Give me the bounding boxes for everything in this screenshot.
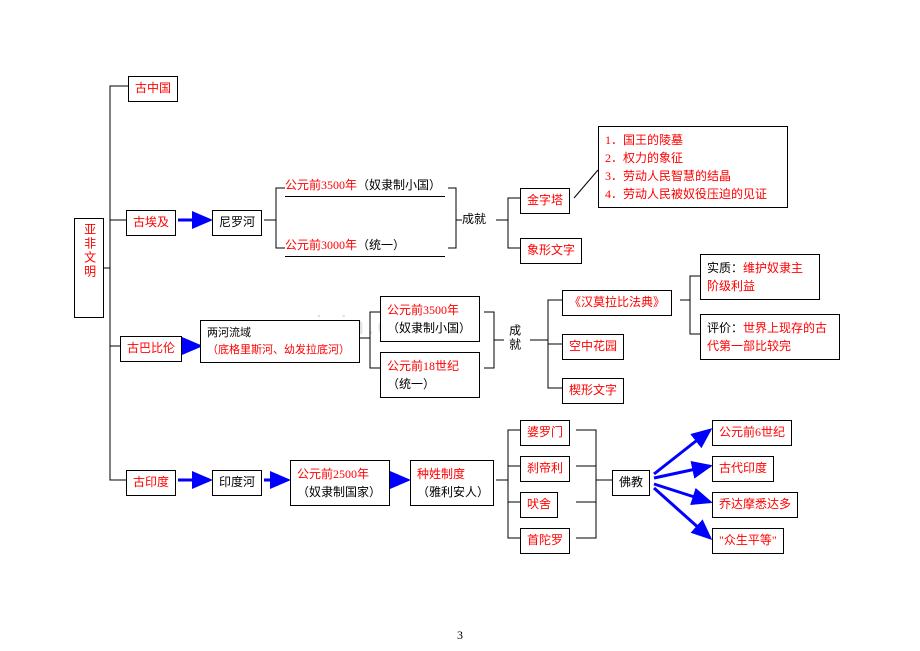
- essence-l1: 实质：: [707, 261, 743, 275]
- page-number: 3: [0, 628, 920, 643]
- hieroglyph-label: 象形文字: [527, 243, 575, 257]
- node-indus: 印度河: [212, 470, 262, 496]
- babylon-period-2: 公元前18世纪 （统一）: [380, 352, 480, 398]
- root-label: 亚非文明: [83, 223, 97, 279]
- buddhism-founder: 乔达摩悉达多: [712, 492, 798, 518]
- node-india: 古印度: [126, 470, 176, 496]
- node-babylon: 古巴比伦: [120, 336, 182, 362]
- eval-l1: 评价：: [707, 321, 743, 335]
- node-buddhism: 佛教: [612, 470, 650, 496]
- egypt-achieve-label: 成就: [462, 212, 486, 228]
- caste-vaishya: 吠舍: [520, 492, 558, 518]
- node-two-rivers: 两河流域 （底格里斯河、幼发拉底河）: [200, 320, 360, 363]
- caste-shudra: 首陀罗: [520, 528, 570, 554]
- egypt-period-2: 公元前3000年（统一）: [285, 238, 445, 257]
- garden-label: 空中花园: [569, 339, 617, 353]
- pyramid-notes: 1．国王的陵墓 2．权力的象征 3．劳动人民智慧的结晶 4．劳动人民被奴役压迫的…: [598, 126, 788, 208]
- buddhism-label: 佛教: [619, 475, 643, 489]
- bab-p2-note: （统一）: [387, 375, 473, 393]
- rivers-l1: 两河流域: [207, 325, 353, 342]
- node-pyramid: 金字塔: [520, 188, 570, 214]
- pyramid-note-4: 4．劳动人民被奴役压迫的见证: [605, 185, 781, 203]
- india-time: 公元前2500年 （奴隶制国家）: [290, 460, 390, 506]
- bab-p1-time: 公元前3500年: [387, 301, 473, 319]
- buddhism-place: 古代印度: [712, 456, 774, 482]
- code-eval: 评价：世界上现存的古代第一部比较完: [700, 314, 840, 360]
- node-egypt: 古埃及: [126, 210, 176, 236]
- caste-brahmin: 婆罗门: [520, 420, 570, 446]
- bab-p1-note: （奴隶制小国）: [387, 319, 473, 337]
- hammurabi-label: 《汉莫拉比法典》: [569, 295, 665, 309]
- bud-3: "众生平等": [719, 533, 777, 547]
- babylon-period-1: 公元前3500年 （奴隶制小国）: [380, 296, 480, 342]
- brahmin-label: 婆罗门: [527, 425, 563, 439]
- pyramid-label: 金字塔: [527, 193, 563, 207]
- egypt-period-1: 公元前3500年（奴隶制小国）: [285, 178, 445, 197]
- buddhism-time: 公元前6世纪: [712, 420, 792, 446]
- caste-kshatriya: 刹帝利: [520, 456, 570, 482]
- caste-l1: 种姓制度: [417, 465, 487, 483]
- node-cuneiform: 楔形文字: [562, 378, 624, 404]
- node-hieroglyph: 象形文字: [520, 238, 582, 264]
- egypt-label: 古埃及: [133, 215, 169, 229]
- egypt-p1-note: （奴隶制小国）: [357, 178, 441, 192]
- pyramid-note-3: 3．劳动人民智慧的结晶: [605, 167, 781, 185]
- node-hanging-garden: 空中花园: [562, 334, 624, 360]
- bud-2: 乔达摩悉达多: [719, 497, 791, 511]
- node-china: 古中国: [128, 76, 178, 102]
- node-caste: 种姓制度 （雅利安人）: [410, 460, 494, 506]
- india-time-l1: 公元前2500年: [297, 465, 383, 483]
- shudra-label: 首陀罗: [527, 533, 563, 547]
- china-label: 古中国: [135, 81, 171, 95]
- code-essence: 实质：维护奴隶主阶级利益: [700, 254, 820, 300]
- babylon-achieve-label: 成就: [506, 324, 522, 352]
- vaishya-label: 吠舍: [527, 497, 551, 511]
- rivers-l2: （底格里斯河、幼发拉底河）: [207, 342, 353, 359]
- node-nile: 尼罗河: [212, 210, 262, 236]
- india-time-l2: （奴隶制国家）: [297, 483, 383, 501]
- pyramid-note-2: 2．权力的象征: [605, 149, 781, 167]
- egypt-p2-time: 公元前3000年: [285, 238, 357, 252]
- egypt-p2-note: （统一）: [357, 238, 405, 252]
- bab-p2-time: 公元前18世纪: [387, 357, 473, 375]
- bud-0: 公元前6世纪: [719, 425, 785, 439]
- babylon-label: 古巴比伦: [127, 341, 175, 355]
- india-label: 古印度: [133, 475, 169, 489]
- kshatriya-label: 刹帝利: [527, 461, 563, 475]
- bud-1: 古代印度: [719, 461, 767, 475]
- node-hammurabi: 《汉莫拉比法典》: [562, 290, 672, 316]
- pyramid-note-1: 1．国王的陵墓: [605, 131, 781, 149]
- nile-label: 尼罗河: [219, 215, 255, 229]
- caste-l2: （雅利安人）: [417, 483, 487, 501]
- buddhism-idea: "众生平等": [712, 528, 784, 554]
- root-node: 亚非文明: [74, 218, 104, 318]
- cuneiform-label: 楔形文字: [569, 383, 617, 397]
- indus-label: 印度河: [219, 475, 255, 489]
- egypt-p1-time: 公元前3500年: [285, 178, 357, 192]
